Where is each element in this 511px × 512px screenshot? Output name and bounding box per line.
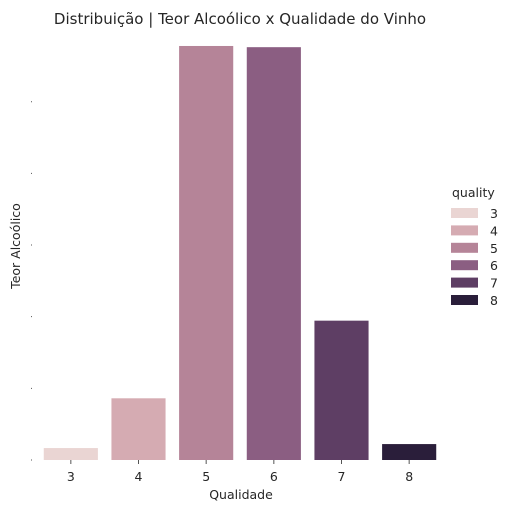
legend-title: quality — [452, 185, 495, 200]
x-tick-label: 7 — [338, 469, 346, 484]
x-axis-label: Qualidade — [209, 487, 273, 502]
x-tick-label: 6 — [270, 469, 278, 484]
legend-label: 3 — [490, 206, 498, 221]
x-tick-label: 5 — [202, 469, 210, 484]
legend-items: 3 4 5 6 7 8 — [451, 206, 498, 308]
legend-swatch — [451, 260, 478, 271]
legend-swatch — [451, 208, 478, 218]
bars-group — [43, 45, 437, 461]
legend-label: 8 — [490, 293, 498, 308]
legend-swatch — [451, 242, 478, 253]
bar-quality-6 — [246, 47, 301, 461]
legend-swatch — [451, 295, 478, 305]
bar-quality-3 — [43, 448, 98, 460]
legend-label: 6 — [490, 258, 498, 273]
x-axis-ticks: 3 4 5 6 7 8 — [67, 460, 413, 484]
legend-swatch — [451, 225, 478, 236]
y-axis-ticks — [31, 101, 32, 461]
legend: quality 3 4 5 6 7 8 — [451, 185, 498, 308]
bar-quality-4 — [111, 398, 166, 460]
legend-label: 4 — [490, 223, 498, 238]
x-tick-label: 4 — [135, 469, 143, 484]
x-tick-label: 8 — [405, 469, 413, 484]
x-tick-label: 3 — [67, 469, 75, 484]
legend-swatch — [451, 277, 478, 288]
legend-label: 5 — [490, 241, 498, 256]
bar-quality-5 — [179, 45, 234, 460]
legend-label: 7 — [490, 276, 498, 291]
y-axis-label: Teor Alcoólico — [8, 203, 23, 290]
bar-quality-7 — [314, 320, 369, 460]
bar-quality-8 — [382, 444, 437, 460]
chart-title: Distribuição | Teor Alcoólico x Qualidad… — [54, 10, 426, 28]
